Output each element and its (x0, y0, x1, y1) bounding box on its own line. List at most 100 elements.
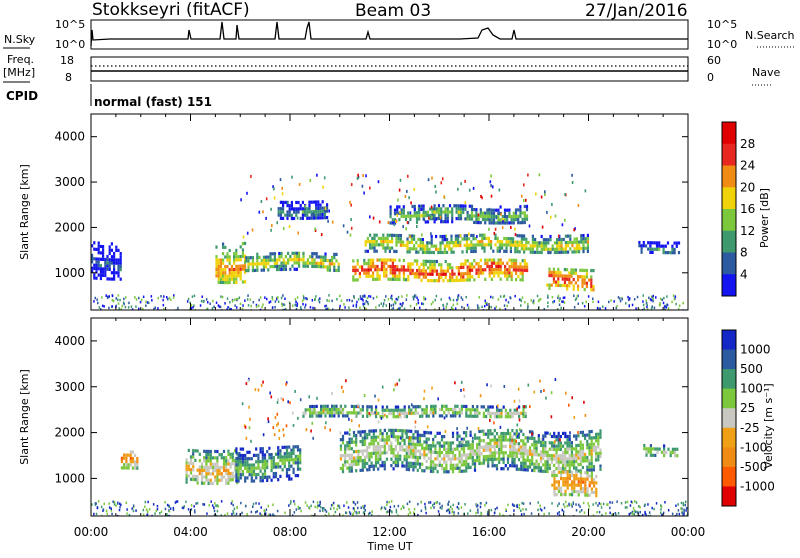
velocity-cell (513, 509, 515, 512)
power-cell (506, 268, 509, 272)
velocity-cell (190, 504, 193, 507)
velocity-cell (533, 469, 536, 473)
power-cell (233, 274, 236, 278)
velocity-cell (562, 451, 565, 455)
velocity-cell (408, 408, 411, 412)
power-cell (545, 241, 548, 245)
velocity-cell (392, 408, 395, 412)
power-cell (521, 221, 524, 225)
power-cell (128, 301, 130, 305)
velocity-cell (573, 466, 576, 470)
power-cell (279, 178, 282, 182)
power-cell (219, 305, 222, 309)
velocity-cell (237, 473, 240, 477)
velocity-cell (476, 446, 479, 450)
power-cell (358, 271, 361, 275)
velocity-cell (599, 429, 602, 433)
power-cell (304, 204, 307, 208)
power-cell (457, 213, 460, 218)
power-cell (556, 247, 559, 251)
power-cell (571, 250, 574, 254)
velocity-cell (412, 442, 415, 446)
power-cell (490, 261, 493, 265)
velocity-cell (233, 468, 237, 472)
velocity-cell (100, 505, 103, 509)
velocity-cell (211, 462, 215, 466)
velocity-cell (451, 450, 455, 455)
power-cell (552, 270, 555, 275)
velocity-cell (125, 459, 128, 464)
velocity-cell (553, 486, 556, 490)
velocity-cell (590, 452, 593, 456)
power-cell (117, 294, 120, 297)
power-cell (97, 301, 99, 305)
power-cell (481, 217, 485, 222)
velocity-cell (566, 434, 569, 439)
velocity-cell (685, 506, 688, 510)
velocity-cell (573, 434, 576, 438)
velocity-cell (584, 452, 587, 457)
power-cell (422, 302, 425, 306)
power-cell (542, 247, 545, 251)
velocity-cell (444, 429, 447, 433)
velocity-cell (102, 508, 105, 511)
velocity-colorbar-tick: -100 (740, 440, 767, 454)
power-cell (561, 283, 564, 288)
velocity-cell (449, 467, 452, 471)
power-cell (508, 221, 511, 225)
power-cell (503, 218, 507, 222)
velocity-cell (412, 465, 415, 469)
velocity-cell (227, 472, 230, 476)
velocity-cell (339, 454, 342, 458)
velocity-cell (274, 416, 277, 420)
velocity-cell (653, 507, 655, 511)
velocity-cell (290, 477, 293, 481)
power-cell (653, 247, 656, 251)
power-colorbar-swatch (722, 143, 736, 166)
velocity-cell (498, 457, 501, 461)
velocity-cell (436, 463, 439, 467)
velocity-cell (575, 450, 578, 454)
velocity-cell (416, 436, 419, 440)
velocity-cell (225, 481, 228, 485)
power-cell (94, 296, 96, 300)
velocity-cell (346, 501, 348, 504)
velocity-cell (579, 490, 582, 494)
power-cell (304, 207, 307, 211)
power-cell (658, 247, 661, 251)
velocity-cell (579, 443, 582, 447)
velocity-cell (500, 415, 503, 419)
velocity-cell (381, 432, 384, 436)
velocity-cell (544, 450, 547, 454)
power-cell (672, 294, 675, 297)
velocity-cell (487, 408, 490, 412)
velocity-cell (575, 503, 577, 506)
power-cell (461, 250, 464, 254)
velocity-cell (367, 512, 370, 516)
power-cell (648, 296, 650, 300)
power-cell (306, 297, 308, 301)
power-cell (419, 244, 422, 248)
velocity-cell (456, 431, 459, 435)
power-cell (324, 258, 327, 263)
velocity-cell (588, 468, 591, 472)
velocity-cell (288, 458, 291, 462)
velocity-cell (590, 439, 593, 443)
velocity-cell (410, 442, 413, 446)
power-cell (328, 209, 330, 213)
power-cell (405, 268, 408, 272)
velocity-cell (185, 480, 188, 484)
power-cell (100, 308, 102, 310)
power-cell (573, 250, 576, 254)
velocity-cell (555, 454, 558, 458)
power-cell (523, 268, 526, 272)
velocity-cell (588, 436, 591, 440)
power-cell (313, 258, 316, 262)
power-cell (503, 249, 506, 253)
velocity-cell (515, 429, 518, 433)
velocity-cell (458, 434, 461, 438)
velocity-cell (573, 460, 576, 464)
velocity-cell (529, 405, 531, 409)
power-cell (396, 208, 399, 212)
